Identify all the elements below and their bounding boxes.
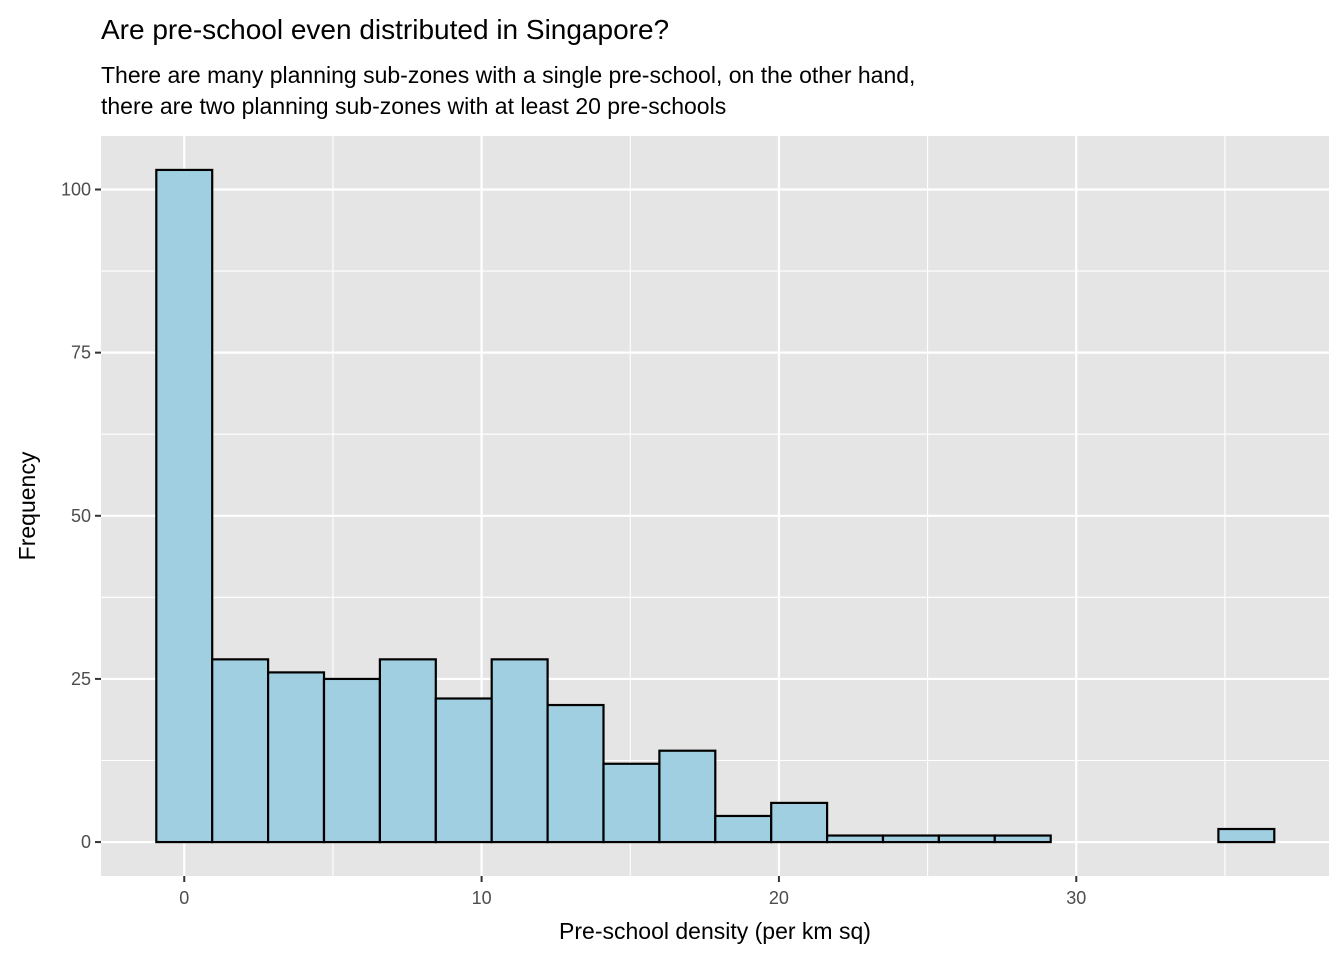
histogram-bar-4 xyxy=(378,658,437,844)
histogram-bar-6 xyxy=(490,658,549,844)
y-tick-label-2: 50 xyxy=(71,506,91,526)
histogram-bar-15 xyxy=(993,834,1052,844)
histogram-bars xyxy=(155,168,1276,844)
x-tick-label-1: 10 xyxy=(472,888,492,908)
chart-subtitle-line-2: there are two planning sub-zones with at… xyxy=(101,93,726,119)
x-tick-label-0: 0 xyxy=(179,888,189,908)
histogram-bar-1 xyxy=(211,658,270,844)
histogram-bar-0 xyxy=(155,168,214,844)
axis-ticks: 0 10 20 30 0 25 50 75 100 xyxy=(61,180,1086,908)
x-tick-label-3: 30 xyxy=(1066,888,1086,908)
x-tick-label-2: 20 xyxy=(769,888,789,908)
histogram-bar-13 xyxy=(881,834,940,844)
y-tick-label-4: 100 xyxy=(61,180,91,200)
histogram-bar-11 xyxy=(770,801,829,844)
histogram-bar-10 xyxy=(714,814,773,844)
histogram-bar-9 xyxy=(658,749,717,844)
histogram-bar-8 xyxy=(602,762,661,844)
y-tick-label-3: 75 xyxy=(71,343,91,363)
histogram-bar-7 xyxy=(546,703,605,844)
histogram-bar-2 xyxy=(267,671,326,844)
y-tick-label-1: 25 xyxy=(71,669,91,689)
chart-title: Are pre-school even distributed in Singa… xyxy=(101,14,669,45)
y-axis-title: Frequency xyxy=(14,451,40,560)
y-tick-label-0: 0 xyxy=(81,832,91,852)
histogram-bar-5 xyxy=(434,697,493,844)
histogram-bar-12 xyxy=(825,834,885,844)
histogram-bar-3 xyxy=(322,677,382,844)
x-axis-title: Pre-school density (per km sq) xyxy=(559,918,871,944)
histogram-bar-19 xyxy=(1217,827,1276,844)
histogram-bar-14 xyxy=(937,834,996,844)
chart-subtitle-line-1: There are many planning sub-zones with a… xyxy=(101,62,915,88)
